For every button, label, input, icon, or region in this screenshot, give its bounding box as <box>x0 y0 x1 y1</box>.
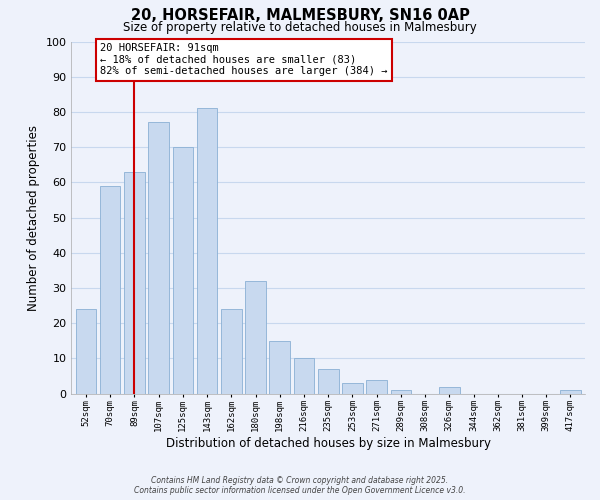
Bar <box>245 281 266 394</box>
Bar <box>124 172 145 394</box>
Y-axis label: Number of detached properties: Number of detached properties <box>27 124 40 310</box>
Text: 20, HORSEFAIR, MALMESBURY, SN16 0AP: 20, HORSEFAIR, MALMESBURY, SN16 0AP <box>131 8 469 22</box>
Bar <box>560 390 581 394</box>
Bar <box>148 122 169 394</box>
Text: Contains HM Land Registry data © Crown copyright and database right 2025.
Contai: Contains HM Land Registry data © Crown c… <box>134 476 466 495</box>
Bar <box>342 383 363 394</box>
Bar <box>318 369 338 394</box>
Bar <box>173 147 193 394</box>
Bar <box>367 380 387 394</box>
Bar <box>76 309 96 394</box>
Bar <box>100 186 121 394</box>
Text: Size of property relative to detached houses in Malmesbury: Size of property relative to detached ho… <box>123 21 477 34</box>
Text: 20 HORSEFAIR: 91sqm
← 18% of detached houses are smaller (83)
82% of semi-detach: 20 HORSEFAIR: 91sqm ← 18% of detached ho… <box>100 44 388 76</box>
Bar <box>269 341 290 394</box>
Bar <box>293 358 314 394</box>
X-axis label: Distribution of detached houses by size in Malmesbury: Distribution of detached houses by size … <box>166 437 491 450</box>
Bar <box>197 108 217 394</box>
Bar <box>439 386 460 394</box>
Bar <box>391 390 411 394</box>
Bar <box>221 309 242 394</box>
